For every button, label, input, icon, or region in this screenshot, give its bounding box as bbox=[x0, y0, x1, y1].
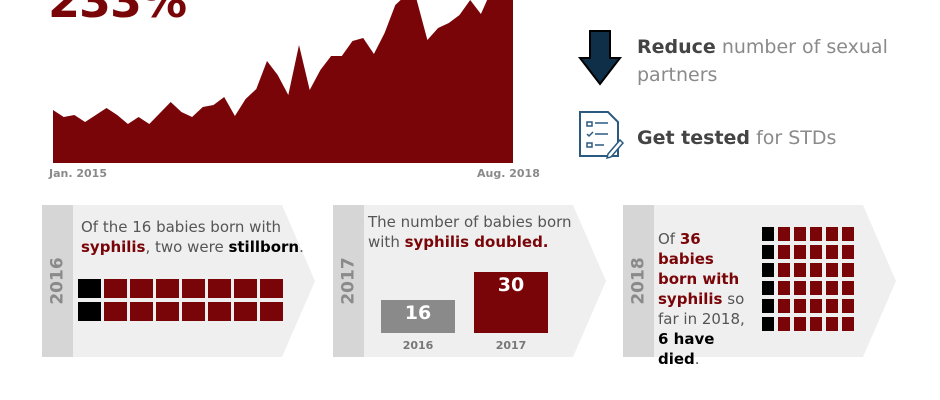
waffle-square bbox=[842, 227, 854, 241]
waffle-square bbox=[104, 302, 127, 321]
year-label: 2018 bbox=[628, 257, 649, 305]
waffle-square bbox=[810, 245, 822, 259]
waffle-square bbox=[778, 317, 790, 331]
waffle-square bbox=[842, 263, 854, 277]
waffle-square bbox=[156, 302, 179, 321]
waffle-square bbox=[810, 227, 822, 241]
waffle-square bbox=[810, 263, 822, 277]
waffle-square bbox=[234, 302, 257, 321]
waffle-square bbox=[794, 263, 806, 277]
down-arrow-icon bbox=[578, 30, 622, 86]
waffle-square bbox=[826, 317, 838, 331]
year-label: 2017 bbox=[338, 257, 359, 305]
tip-reduce: Reduce number of sexual partners bbox=[637, 36, 888, 86]
checklist-icon bbox=[579, 111, 624, 160]
waffle-square bbox=[762, 299, 774, 313]
waffle-square bbox=[182, 302, 205, 321]
waffle-square bbox=[826, 245, 838, 259]
waffle-square bbox=[794, 317, 806, 331]
waffle-square bbox=[182, 279, 205, 298]
waffle-square bbox=[762, 227, 774, 241]
waffle-square bbox=[778, 281, 790, 295]
waffle-square bbox=[794, 281, 806, 295]
panel-2016: 2016 Of the 16 babies born with syphilis… bbox=[42, 205, 317, 357]
waffle-square bbox=[78, 279, 101, 298]
waffle-square bbox=[778, 263, 790, 277]
bar-category: 2017 bbox=[495, 339, 527, 352]
waffle-square bbox=[826, 227, 838, 241]
waffle-square bbox=[260, 302, 283, 321]
waffle-square bbox=[778, 245, 790, 259]
panel-2017: 2017 The number of babies born with syph… bbox=[333, 205, 608, 357]
waffle-square bbox=[810, 281, 822, 295]
panel-text: The number of babies born with syphilis … bbox=[368, 213, 572, 251]
waffle-square bbox=[78, 302, 101, 321]
bar-value: 16 bbox=[404, 302, 432, 325]
x-start-label: Jan. 2015 bbox=[49, 167, 107, 180]
headline-value: 233% bbox=[48, 0, 187, 28]
tip-get-tested: Get tested for STDs bbox=[637, 127, 837, 149]
waffle-square bbox=[762, 263, 774, 277]
waffle-square bbox=[778, 299, 790, 313]
waffle-square bbox=[130, 279, 153, 298]
panel-2018: 2018 Of 36 babies born with syphilis so … bbox=[623, 205, 898, 368]
waffle-square bbox=[826, 263, 838, 277]
area-series bbox=[53, 0, 513, 163]
bar-category: 2016 bbox=[402, 339, 434, 352]
bar-2016: 16 bbox=[381, 300, 455, 333]
waffle-square bbox=[104, 279, 127, 298]
bar-2017: 30 bbox=[474, 272, 548, 333]
waffle-square bbox=[842, 281, 854, 295]
waffle-square bbox=[208, 279, 231, 298]
waffle-square bbox=[762, 245, 774, 259]
waffle-square bbox=[260, 279, 283, 298]
waffle-square bbox=[810, 299, 822, 313]
waffle-square bbox=[826, 281, 838, 295]
waffle-square bbox=[794, 227, 806, 241]
waffle-square bbox=[794, 299, 806, 313]
year-label: 2016 bbox=[47, 257, 68, 305]
panel-text: Of the 16 babies born with syphilis, two… bbox=[81, 218, 304, 256]
waffle-square bbox=[762, 281, 774, 295]
waffle-square bbox=[156, 279, 179, 298]
bar-value: 30 bbox=[497, 274, 525, 296]
waffle-square bbox=[826, 299, 838, 313]
waffle-square bbox=[810, 317, 822, 331]
waffle-square bbox=[130, 302, 153, 321]
waffle-square bbox=[762, 317, 774, 331]
waffle-square bbox=[842, 299, 854, 313]
waffle-square bbox=[794, 245, 806, 259]
waffle-square bbox=[208, 302, 231, 321]
waffle-square bbox=[842, 317, 854, 331]
area-chart bbox=[53, 0, 513, 163]
waffle-square bbox=[842, 245, 854, 259]
waffle-square bbox=[778, 227, 790, 241]
panel-text: Of 36 babies born with syphilis so far i… bbox=[658, 230, 745, 368]
waffle-square bbox=[234, 279, 257, 298]
x-end-label: Aug. 2018 bbox=[477, 167, 540, 180]
